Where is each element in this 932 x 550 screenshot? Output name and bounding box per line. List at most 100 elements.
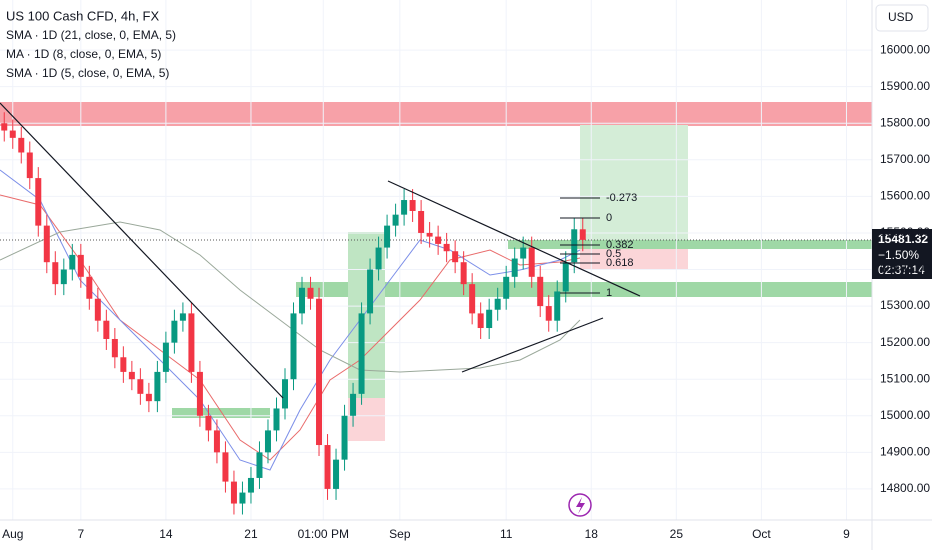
candle-body bbox=[503, 276, 510, 299]
x-tick-label: Oct bbox=[752, 527, 771, 541]
trend-line bbox=[387, 180, 641, 297]
candle-body bbox=[162, 342, 169, 372]
candle-body bbox=[579, 229, 586, 240]
fib-label: 0.618 bbox=[606, 257, 634, 269]
support-zone bbox=[296, 282, 872, 297]
indicator: SMA · 1D (21, close, 0, EMA, 5) bbox=[6, 28, 176, 42]
candle-body bbox=[443, 243, 450, 252]
candle-body bbox=[264, 430, 271, 453]
candle-body bbox=[18, 137, 25, 153]
candle-body bbox=[256, 452, 263, 478]
candle-body bbox=[77, 254, 84, 277]
y-tick-label: 15500.00 bbox=[880, 225, 930, 239]
x-tick-label: 9 bbox=[843, 527, 850, 541]
candle-body bbox=[1, 123, 8, 131]
candle-body bbox=[520, 247, 527, 259]
candle-body bbox=[69, 254, 76, 270]
candle-body bbox=[537, 276, 544, 307]
candle-body bbox=[324, 445, 331, 489]
candle-body bbox=[273, 408, 280, 431]
y-tick-label: 14800.00 bbox=[880, 481, 930, 495]
candle-body bbox=[145, 393, 152, 402]
candle-body bbox=[281, 379, 288, 409]
y-tick-label: 15100.00 bbox=[880, 371, 930, 385]
candle-body bbox=[375, 247, 382, 270]
candle-body bbox=[528, 247, 535, 277]
y-tick-label: 15200.00 bbox=[880, 335, 930, 349]
x-tick-label: 14 bbox=[159, 527, 173, 541]
candle-body bbox=[486, 309, 493, 329]
candle-body bbox=[350, 393, 357, 416]
x-tick-label: 18 bbox=[585, 527, 599, 541]
candle-body bbox=[392, 214, 399, 226]
chart-title: US 100 Cash CFD, 4h, FX bbox=[6, 8, 159, 23]
candle-body bbox=[562, 262, 569, 292]
y-tick-label: 16000.00 bbox=[880, 42, 930, 56]
ma-line bbox=[0, 169, 581, 471]
support-zone bbox=[172, 408, 270, 418]
candle-body bbox=[137, 379, 144, 394]
candle-body bbox=[43, 225, 50, 263]
candle-body bbox=[52, 262, 59, 285]
fib-label: 0.5 bbox=[606, 248, 621, 260]
currency-button[interactable] bbox=[875, 4, 929, 32]
candle-body bbox=[307, 287, 314, 299]
support-zone bbox=[508, 240, 872, 249]
candle-body bbox=[9, 130, 16, 138]
candle-body bbox=[435, 236, 442, 244]
candle-body bbox=[426, 232, 433, 237]
currency[interactable]: USD bbox=[888, 10, 914, 24]
zones bbox=[0, 102, 872, 441]
candle-body bbox=[247, 477, 254, 493]
x-tick-label: 11 bbox=[500, 527, 513, 541]
candle-body bbox=[179, 313, 186, 321]
candle-body bbox=[571, 229, 578, 263]
fib-label: 1 bbox=[606, 287, 612, 299]
trend-line bbox=[0, 102, 284, 399]
candle-body bbox=[469, 284, 476, 314]
fib-label: 0 bbox=[606, 212, 612, 224]
y-tick-label: 15800.00 bbox=[880, 115, 930, 129]
candle-body bbox=[103, 320, 110, 339]
candle-body bbox=[452, 251, 459, 263]
candle-body bbox=[333, 459, 340, 489]
fib-label: 0.382 bbox=[606, 239, 634, 251]
moving-averages bbox=[0, 169, 581, 471]
price-badge bbox=[872, 229, 932, 279]
indicator: SMA · 1D (5, close, 0, EMA, 5) bbox=[6, 66, 169, 80]
candle-body bbox=[154, 371, 161, 402]
candle-body bbox=[460, 262, 467, 285]
last-price: 15481.32 bbox=[878, 232, 928, 246]
change: −1.50% bbox=[878, 248, 919, 262]
y-tick-label: 15400.00 bbox=[880, 262, 930, 276]
candle-body bbox=[409, 200, 416, 211]
candle-body bbox=[545, 306, 552, 321]
candle-body bbox=[401, 200, 408, 215]
candle-body bbox=[316, 298, 323, 446]
candle-body bbox=[94, 298, 101, 321]
x-tick-label: 25 bbox=[670, 527, 684, 541]
y-tick-label: 14900.00 bbox=[880, 445, 930, 459]
candle-body bbox=[196, 371, 203, 416]
candle-body bbox=[111, 338, 118, 358]
y-tick-label: 15000.00 bbox=[880, 408, 930, 422]
y-tick-label: 15900.00 bbox=[880, 79, 930, 93]
candle-body bbox=[477, 313, 484, 329]
candle-body bbox=[128, 371, 135, 380]
candle-body bbox=[35, 178, 42, 226]
trend-line bbox=[461, 317, 604, 373]
x-tick-label: 01:00 PM bbox=[298, 527, 349, 541]
x-tick-label: Sep bbox=[389, 527, 411, 541]
target-zone bbox=[580, 125, 688, 244]
candle-body bbox=[86, 276, 93, 299]
x-tick-label: Aug bbox=[2, 527, 23, 541]
candle-body bbox=[120, 357, 127, 372]
candle-body bbox=[230, 481, 237, 504]
event-icon[interactable] bbox=[576, 497, 585, 514]
event-icon[interactable] bbox=[568, 493, 592, 517]
indicator: MA · 1D (8, close, 0, EMA, 5) bbox=[6, 47, 161, 61]
candle-body bbox=[384, 225, 391, 248]
candle-body bbox=[494, 298, 501, 310]
candle-body bbox=[367, 269, 374, 314]
